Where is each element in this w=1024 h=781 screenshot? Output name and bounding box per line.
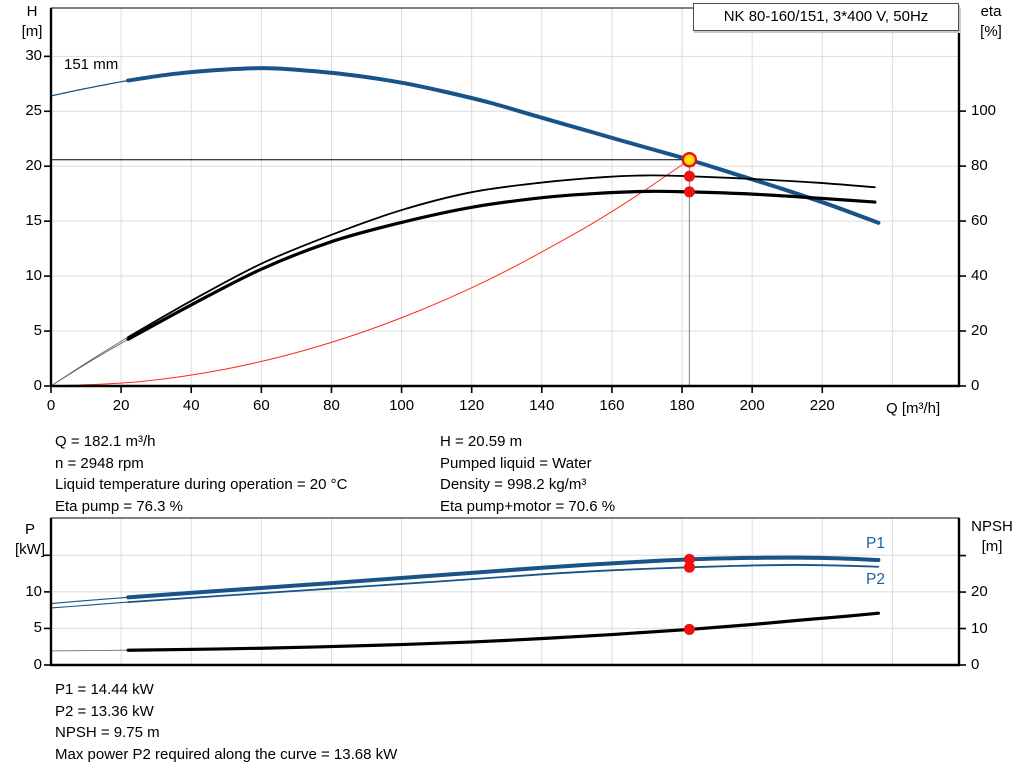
p2-curve <box>127 564 880 603</box>
duty-info-right: H = 20.59 m Pumped liquid = Water Density … <box>440 431 615 517</box>
h-axis-tick: 0 <box>33 377 42 394</box>
eta-axis-tick: 100 <box>971 102 997 120</box>
info-line: Eta pump = 76.3 % <box>55 497 183 515</box>
npsh-axis-tick: 10 <box>971 619 988 637</box>
q-axis-tick: 160 <box>599 397 625 414</box>
h-axis-tick: 20 <box>25 157 42 175</box>
info-line: Pumped liquid = Water <box>440 454 592 472</box>
q-axis-tick: 100 <box>389 397 415 414</box>
pump-title-box: NK 80-160/151, 3*400 V, 50Hz <box>693 3 959 31</box>
h-axis-tick: 30 <box>25 47 42 65</box>
power-axis-symbol: P <box>24 521 35 538</box>
info-line: Q = 182.1 m³/h <box>55 433 156 450</box>
eta-axis-label: eta [%] <box>968 2 1014 42</box>
p-axis-tick: 10 <box>25 582 42 600</box>
npsh-curve-low-flow <box>50 649 129 652</box>
eta-axis-tick: 60 <box>971 212 988 230</box>
q-axis-tick: 140 <box>529 397 555 414</box>
q-axis-tick: 80 <box>323 397 340 414</box>
info-line: NPSH = 9.75 m <box>55 724 160 741</box>
info-line: Eta pump+motor = 70.6 % <box>440 497 616 515</box>
eta-pump-marker <box>683 170 695 182</box>
info-line: n = 2948 rpm <box>55 454 144 472</box>
eta-pump-motor-curve <box>126 189 877 341</box>
eta-pump-curve <box>127 174 876 338</box>
q-axis-tick: 40 <box>182 397 200 414</box>
p1-duty-marker <box>683 553 695 565</box>
h-axis-tick: 5 <box>33 322 42 340</box>
info-line: Density = 998.2 kg/m³ <box>440 476 587 493</box>
q-axis-tick: 0 <box>46 397 56 414</box>
p2-duty-marker <box>683 561 695 573</box>
eta-axis-tick: 80 <box>971 157 988 175</box>
q-axis-tick: 20 <box>112 397 130 414</box>
npsh-curve <box>126 611 880 652</box>
q-axis-tick: 60 <box>253 397 270 414</box>
npsh-axis-symbol: NPSH <box>971 518 1013 535</box>
p2-curve-label: P2 <box>866 571 885 588</box>
duty-point-marker[interactable] <box>681 152 698 168</box>
duty-info-left: Q = 182.1 m³/h n = 2948 rpm Liquid tempera… <box>55 431 347 517</box>
info-line: P2 = 13.36 kW <box>55 702 154 720</box>
p1-curve-low-flow <box>50 596 129 605</box>
info-line: H = 20.59 m <box>440 433 523 450</box>
eta-axis-symbol: eta <box>980 3 1002 20</box>
power-axis-label: P [kW] <box>8 520 52 560</box>
p-axis-tick: 5 <box>33 619 42 637</box>
impeller-size-label: 151 mm <box>64 56 119 73</box>
eta-pump-motor-marker <box>683 186 695 198</box>
h-axis-tick: 25 <box>25 102 42 120</box>
head-axis-symbol: H <box>26 3 38 20</box>
power-info: P1 = 14.44 kW P2 = 13.36 kW NPSH = 9.75 m M… <box>55 679 397 765</box>
qh-curve-low-flow <box>50 79 129 97</box>
npsh-axis-unit: [m] <box>981 538 1003 555</box>
eta-axis-tick: 20 <box>971 322 988 340</box>
pump-title-text: NK 80-160/151, 3*400 V, 50Hz <box>723 8 929 25</box>
flow-axis-label: Q [m³/h] <box>886 400 941 417</box>
system-curve <box>50 159 690 387</box>
npsh-axis-tick: 20 <box>971 583 988 601</box>
eta-pump-motor-low-flow <box>50 338 129 387</box>
h-axis-tick: 15 <box>25 212 42 230</box>
head-axis-unit: [m] <box>21 23 43 40</box>
p-axis-tick: 0 <box>33 656 42 673</box>
p1-curve <box>126 555 881 600</box>
qh-curve <box>126 66 881 225</box>
q-axis-tick: 120 <box>459 397 485 414</box>
info-line: P1 = 14.44 kW <box>55 681 154 698</box>
eta-axis-tick: 40 <box>971 267 988 285</box>
npsh-axis-label: NPSH [m] <box>963 517 1021 557</box>
info-line: Max power P2 required along the curve = … <box>55 745 398 763</box>
power-axis-unit: [kW] <box>15 541 45 558</box>
h-axis-tick: 10 <box>25 267 42 285</box>
q-axis-tick: 220 <box>809 397 835 414</box>
npsh-duty-marker <box>683 623 695 635</box>
q-axis-tick: 180 <box>669 397 695 414</box>
eta-axis-tick: 0 <box>971 377 980 394</box>
p1-curve-label: P1 <box>866 535 885 552</box>
eta-axis-unit: [%] <box>980 23 1002 40</box>
npsh-axis-tick: 0 <box>971 656 980 673</box>
head-axis-label: H [m] <box>12 2 52 42</box>
info-line: Liquid temperature during operation = 20… <box>55 476 348 493</box>
p2-curve-low-flow <box>50 601 129 609</box>
q-axis-tick: 200 <box>739 397 765 414</box>
